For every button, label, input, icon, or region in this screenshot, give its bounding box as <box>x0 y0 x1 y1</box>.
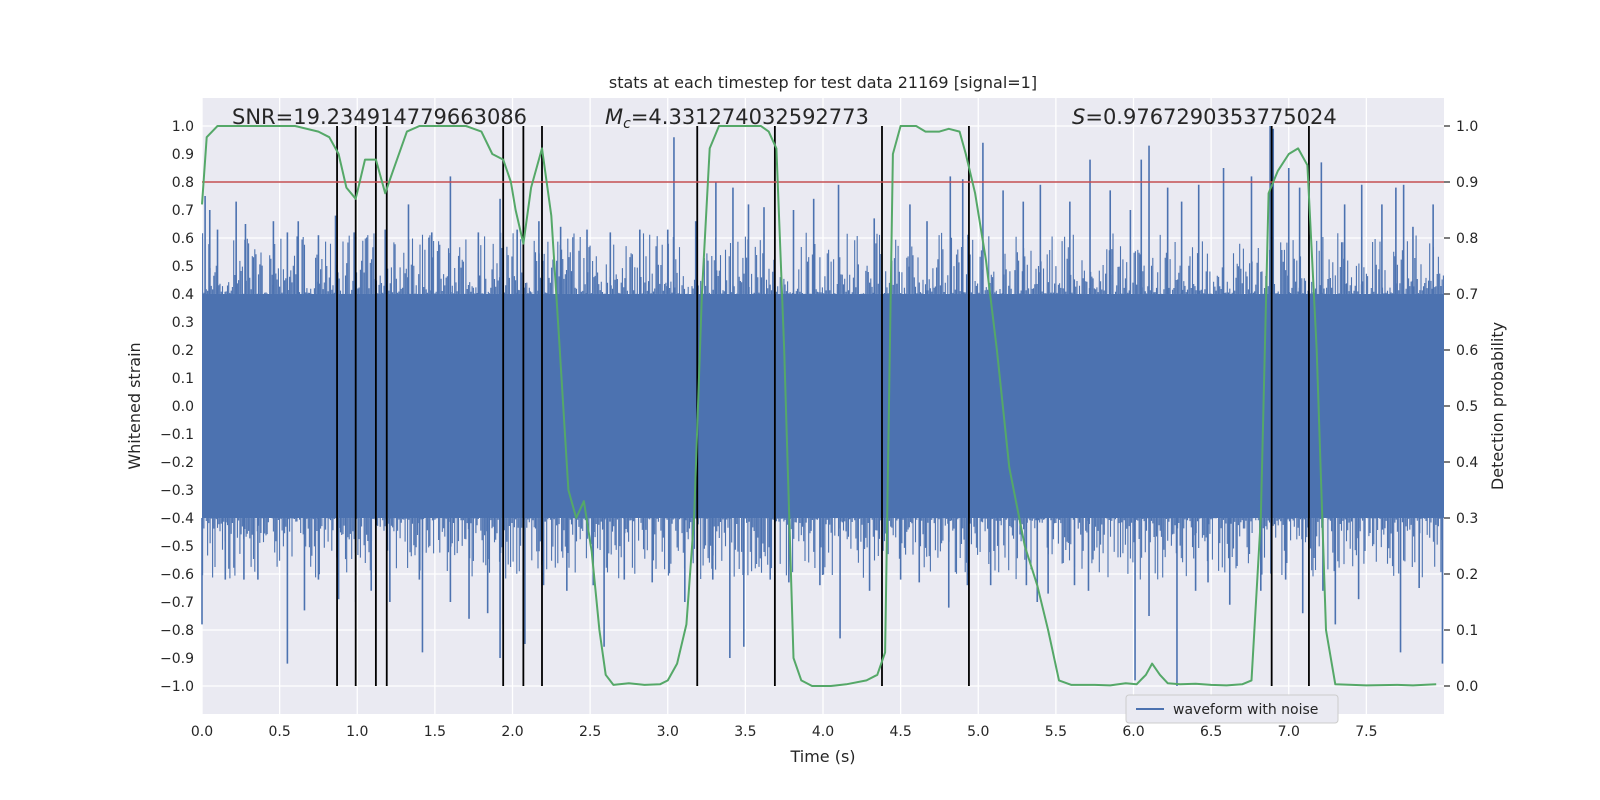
y-left-tick-label: −0.6 <box>160 567 194 583</box>
significance-value: =0.9767290353775024 <box>1085 105 1336 129</box>
y-right-tick-label: 0.9 <box>1456 175 1478 191</box>
y-right-tick-label: 0.0 <box>1456 679 1478 695</box>
significance-annotation: S=0.9767290353775024 <box>1072 105 1337 129</box>
significance-symbol: S <box>1072 105 1085 129</box>
y-left-tick-label: −0.7 <box>160 595 194 611</box>
y-left-tick-label: 0.5 <box>172 259 194 275</box>
x-tick-label: 4.0 <box>812 724 834 740</box>
y-left-tick-label: −0.8 <box>160 623 194 639</box>
x-tick-label: 2.5 <box>579 724 601 740</box>
vertical-markers <box>336 126 1310 686</box>
axis-ticks: 0.0 0.5 1.0 1.5 2.0 2.5 3.0 3.5 4.0 4.5 5.0 5.5 6.0 6… <box>160 119 1478 740</box>
y-right-tick-label: 0.3 <box>1456 511 1478 527</box>
y-left-tick-label: 0.6 <box>172 231 194 247</box>
y-right-tick-label: 0.8 <box>1456 231 1478 247</box>
chart-title: stats at each timestep for test data 211… <box>609 73 1037 92</box>
y-left-tick-label: 1.0 <box>172 119 194 135</box>
y-left-tick-label: 0.8 <box>172 175 194 191</box>
x-tick-label: 6.5 <box>1200 724 1222 740</box>
legend: waveform with noise <box>1125 694 1339 724</box>
y-left-tick-label: −0.9 <box>160 651 194 667</box>
y-right-tick-label: 0.7 <box>1456 287 1478 303</box>
x-tick-label: 3.0 <box>657 724 679 740</box>
y-left-tick-label: 0.4 <box>172 287 194 303</box>
chirp-mass-symbol: M <box>605 105 623 129</box>
x-tick-label: 4.5 <box>889 724 911 740</box>
x-tick-label: 0.0 <box>191 724 213 740</box>
y-right-tick-label: 0.2 <box>1456 567 1478 583</box>
snr-annotation: SNR=19.234914779663086 <box>232 105 527 129</box>
x-tick-label: 0.5 <box>268 724 290 740</box>
probability-line <box>201 125 1437 687</box>
y-left-tick-label: −0.4 <box>160 511 194 527</box>
chirp-mass-value: =4.331274032592773 <box>631 105 869 129</box>
y-left-tick-label: −0.5 <box>160 539 194 555</box>
x-tick-label: 6.0 <box>1122 724 1144 740</box>
y-left-tick-label: 0.1 <box>172 371 194 387</box>
legend-label: waveform with noise <box>1173 702 1318 718</box>
y-left-tick-label: −0.3 <box>160 483 194 499</box>
x-tick-label: 1.0 <box>346 724 368 740</box>
y-right-tick-label: 1.0 <box>1456 119 1478 135</box>
waveform-noise-band <box>202 294 1444 518</box>
x-axis-title: Time (s) <box>789 747 855 766</box>
y-left-tick-label: 0.3 <box>172 315 194 331</box>
chirp-mass-annotation: Mc=4.331274032592773 <box>605 105 869 132</box>
x-tick-label: 3.5 <box>734 724 756 740</box>
x-tick-label: 5.0 <box>967 724 989 740</box>
y-left-tick-label: 0.2 <box>172 343 194 359</box>
chirp-mass-subscript: c <box>623 116 631 132</box>
y-right-tick-label: 0.4 <box>1456 455 1478 471</box>
y-left-tick-label: 0.0 <box>172 399 194 415</box>
waveform-series <box>201 126 1444 686</box>
y-left-tick-label: −0.1 <box>160 427 194 443</box>
x-tick-label: 7.5 <box>1355 724 1377 740</box>
y-left-tick-label: −1.0 <box>160 679 194 695</box>
y-left-tick-label: 0.9 <box>172 147 194 163</box>
y-right-tick-label: 0.5 <box>1456 399 1478 415</box>
y-left-tick-label: −0.2 <box>160 455 194 471</box>
y-right-tick-label: 0.1 <box>1456 623 1478 639</box>
x-tick-label: 5.5 <box>1045 724 1067 740</box>
legend-box <box>1125 694 1339 724</box>
y-axis-title-right: Detection probability <box>1488 322 1507 490</box>
y-right-tick-label: 0.6 <box>1456 343 1478 359</box>
y-left-tick-label: 0.7 <box>172 203 194 219</box>
x-tick-label: 1.5 <box>424 724 446 740</box>
x-tick-label: 7.0 <box>1278 724 1300 740</box>
probability-series <box>201 125 1437 687</box>
x-tick-label: 2.0 <box>501 724 523 740</box>
y-axis-title-left: Whitened strain <box>125 342 144 469</box>
